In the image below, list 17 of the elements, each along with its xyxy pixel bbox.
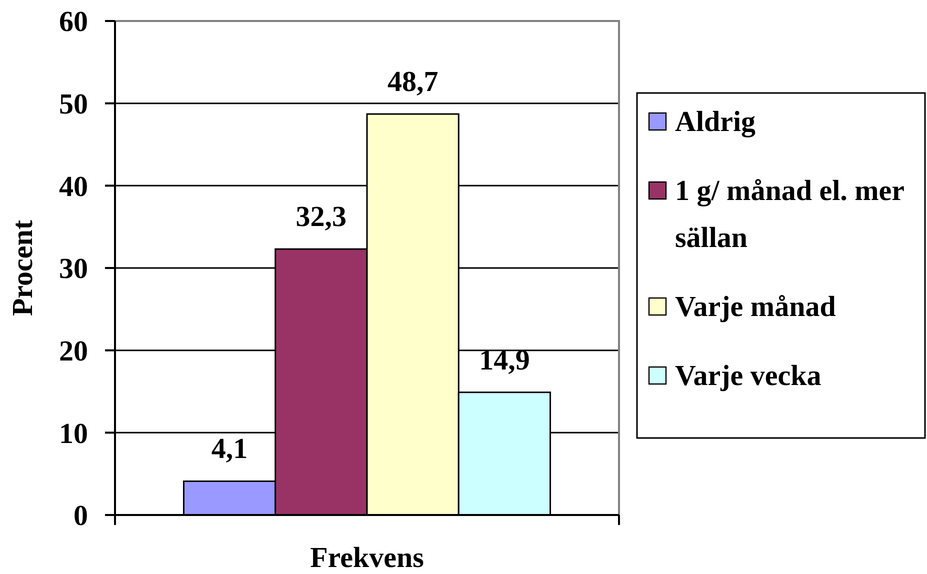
x-axis-title: Frekvens: [310, 542, 424, 574]
legend-label: 1 g/ månad el. mer sällan: [675, 175, 905, 254]
y-axis-title: Procent: [7, 220, 40, 316]
data-label: 48,7: [387, 66, 438, 98]
y-tick-label: 50: [59, 88, 88, 120]
y-tick-label: 60: [59, 6, 88, 38]
y-tick-label: 40: [59, 170, 88, 203]
y-tick-label: 20: [59, 335, 88, 368]
y-tick-label: 30: [59, 253, 88, 286]
y-tick-label: 0: [74, 500, 88, 532]
data-label: 4,1: [211, 433, 248, 466]
data-label: 14,9: [479, 344, 530, 376]
legend-label: Varje månad: [675, 291, 836, 323]
legend-label: Varje vecka: [675, 360, 822, 392]
y-tick-label: 10: [59, 418, 88, 450]
legend-label: Aldrig: [675, 106, 756, 138]
data-label: 32,3: [296, 201, 347, 234]
